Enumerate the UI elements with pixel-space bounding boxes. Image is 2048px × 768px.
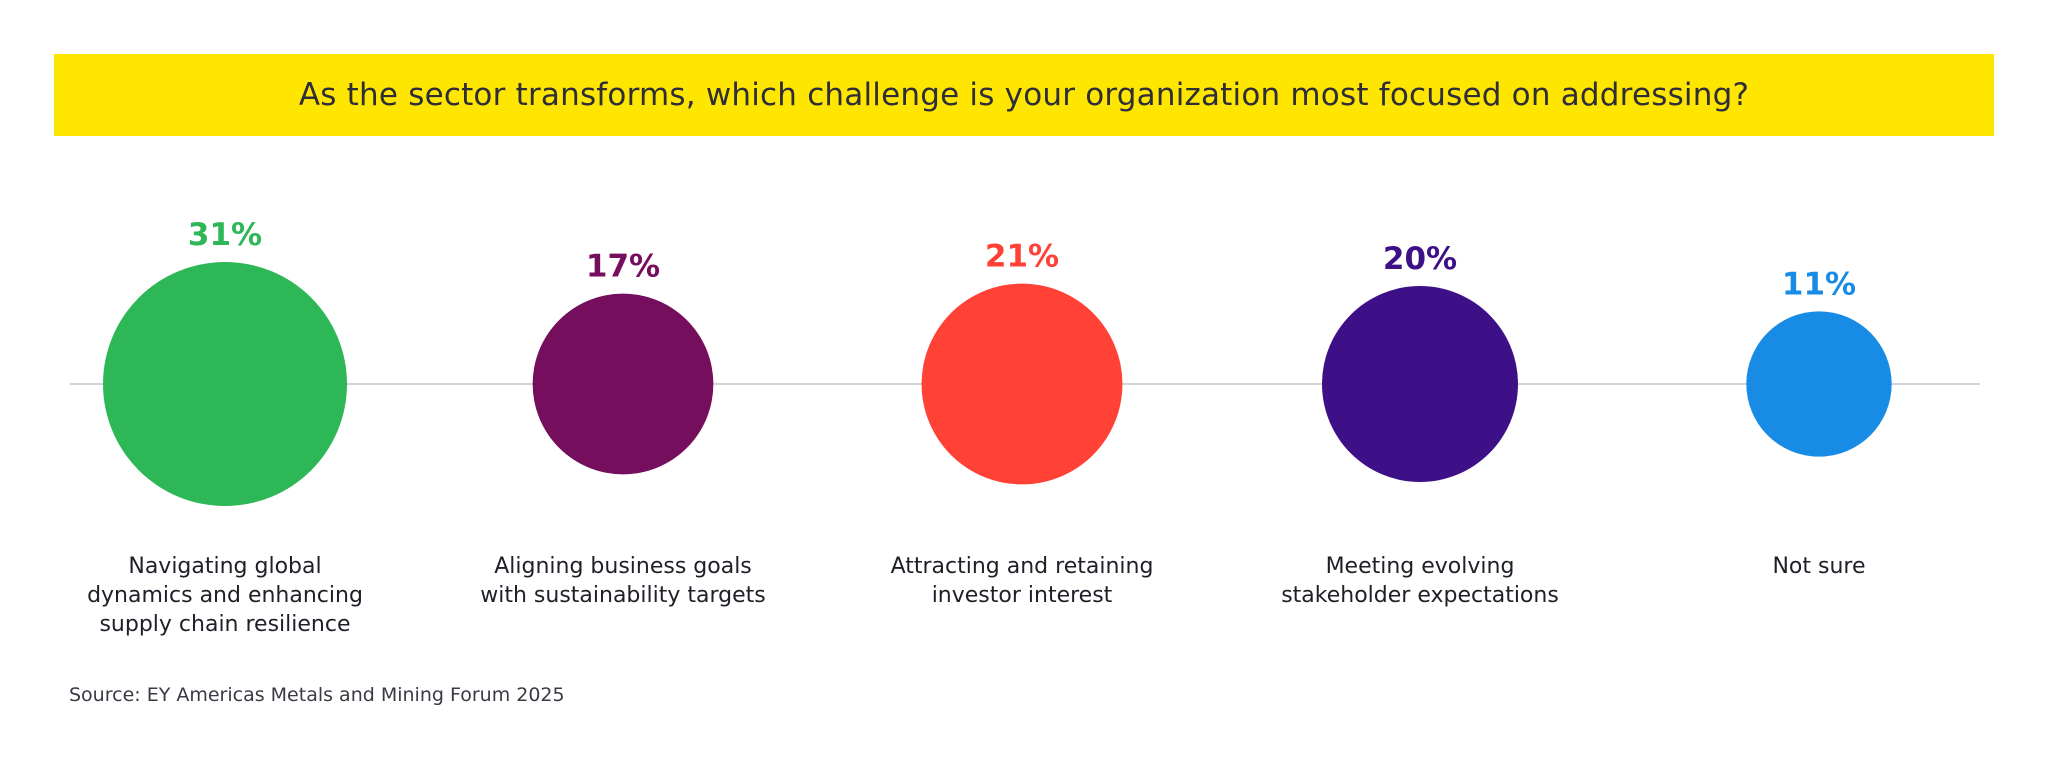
category-label-line: Not sure [1772,554,1865,579]
value-label-4: 20% [1383,241,1457,277]
category-label-line: with sustainability targets [480,583,765,608]
bubble-5 [1746,311,1892,457]
bubble-1 [103,262,347,506]
category-label-line: Meeting evolving [1326,554,1515,579]
value-label-3: 21% [985,239,1059,275]
title-banner: As the sector transforms, which challeng… [54,54,1994,136]
source-note: Source: EY Americas Metals and Mining Fo… [69,684,565,706]
category-label-line: investor interest [932,583,1113,608]
value-label-1: 31% [188,217,262,253]
category-label-1: Navigating global dynamics and enhancing s… [87,554,363,637]
category-label-3: Attracting and retaining investor interes… [891,554,1154,608]
category-label-line: Attracting and retaining [891,554,1154,579]
value-label-5: 11% [1782,266,1856,302]
bubble-4 [1322,286,1518,482]
bubble-2 [532,293,714,475]
chart-title: As the sector transforms, which challeng… [298,77,1750,113]
category-label-line: dynamics and enhancing [87,583,363,608]
category-label-4: Meeting evolving stakeholder expectations [1281,554,1559,608]
category-label-2: Aligning business goals with sustainabili… [480,554,765,608]
category-label-line: supply chain resilience [99,612,350,637]
category-label-line: stakeholder expectations [1281,583,1559,608]
category-label-line: Navigating global [128,554,321,579]
category-label-5: Not sure [1772,554,1865,579]
value-label-2: 17% [586,249,660,285]
bubble-3 [921,283,1123,485]
category-label-line: Aligning business goals [494,554,752,579]
